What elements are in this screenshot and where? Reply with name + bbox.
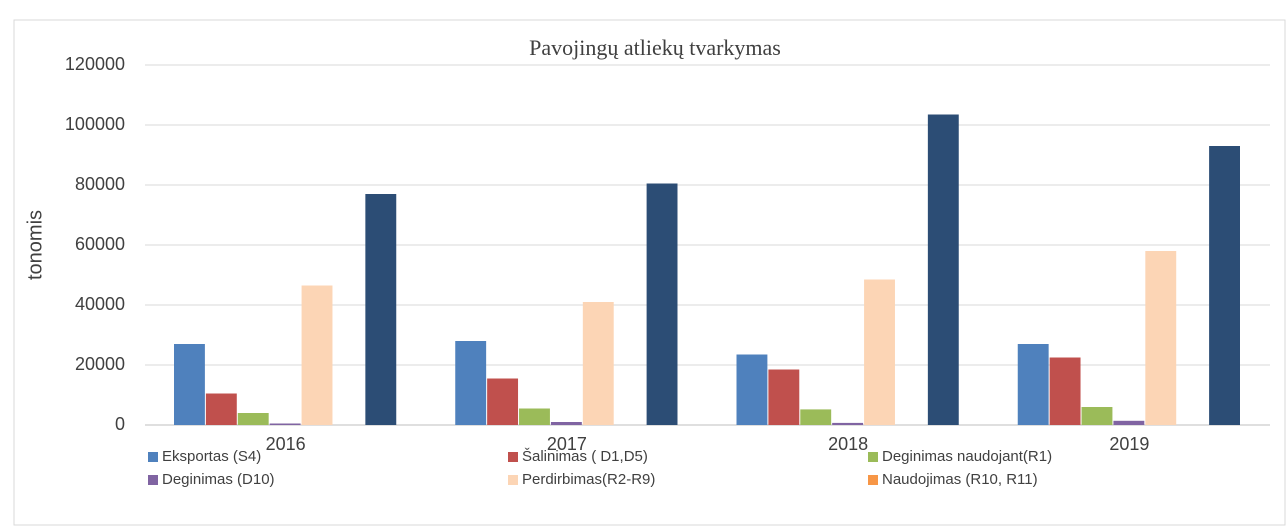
y-tick-label: 0 — [115, 414, 125, 434]
legend-label: Deginimas naudojant(R1) — [882, 448, 1052, 465]
bar — [550, 422, 582, 425]
bar — [269, 423, 301, 425]
bar — [455, 341, 487, 425]
y-tick-label: 120000 — [65, 54, 125, 74]
y-tick-label: 20000 — [75, 354, 125, 374]
x-tick-label: 2019 — [1109, 434, 1149, 454]
y-tick-label: 60000 — [75, 234, 125, 254]
bar — [927, 114, 959, 425]
bar — [487, 378, 519, 425]
chart-title: Pavojingų atliekų tvarkymas — [529, 35, 781, 60]
legend-swatch — [868, 452, 878, 462]
legend-label: Perdirbimas(R2-R9) — [522, 471, 655, 488]
bar — [174, 344, 205, 425]
bar — [864, 279, 895, 425]
y-axis-label: tonomis — [24, 210, 46, 280]
bar — [1049, 357, 1081, 425]
bar — [1145, 251, 1177, 425]
bar — [646, 183, 678, 425]
legend-label: Naudojimas (R10, R11) — [882, 471, 1038, 488]
legend-swatch — [148, 475, 158, 485]
bar — [768, 369, 800, 425]
legend-label: Šalinimas ( D1,D5) — [522, 448, 648, 465]
bar — [1081, 407, 1113, 425]
legend-swatch — [508, 452, 518, 462]
bar — [832, 422, 864, 425]
bar — [1209, 146, 1240, 425]
legend-swatch — [148, 452, 158, 462]
x-tick-label: 2018 — [828, 434, 868, 454]
x-tick-label: 2017 — [547, 434, 587, 454]
legend-swatch — [508, 475, 518, 485]
legend-label: Deginimas (D10) — [162, 471, 275, 488]
bar — [1113, 420, 1145, 425]
y-tick-label: 40000 — [75, 294, 125, 314]
y-tick-label: 100000 — [65, 114, 125, 134]
y-tick-label: 80000 — [75, 174, 125, 194]
bar — [205, 393, 237, 425]
legend-label: Eksportas (S4) — [162, 448, 261, 465]
bar — [519, 408, 550, 425]
bar — [237, 413, 269, 425]
bar — [800, 409, 832, 425]
x-tick-label: 2016 — [266, 434, 306, 454]
bar — [582, 302, 614, 425]
bar — [301, 285, 333, 425]
bar — [736, 354, 768, 425]
legend-swatch — [868, 475, 878, 485]
bar — [1017, 344, 1049, 425]
bar — [365, 194, 397, 425]
